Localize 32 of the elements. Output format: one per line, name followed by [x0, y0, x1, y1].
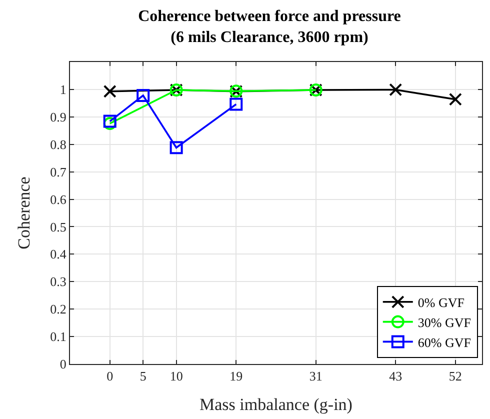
y-tick-label: 0.3: [50, 274, 66, 290]
y-tick-label: 0.7: [50, 164, 67, 180]
x-tick-label: 43: [389, 368, 402, 384]
x-tick-label: 31: [309, 368, 322, 384]
x-tick-label: 10: [170, 368, 183, 384]
y-tick-label: 0.8: [50, 136, 66, 152]
point: [389, 83, 402, 96]
y-tick-label: 0.6: [50, 192, 67, 207]
point: [103, 114, 116, 128]
y-tick-label: 0.9: [50, 109, 66, 124]
point: [103, 117, 116, 130]
point: [136, 88, 150, 102]
point: [230, 98, 243, 111]
x-axis-title: Mass imbalance (g-in): [200, 395, 352, 414]
y-tick-label: 0.1: [50, 329, 66, 344]
point: [103, 84, 116, 98]
y-tick-label: 0.4: [50, 246, 67, 262]
x-tick-label: 5: [140, 368, 146, 384]
x-tick-label: 19: [230, 368, 243, 384]
x-tick-label: 52: [448, 368, 462, 384]
x-tick-label: 0: [106, 368, 114, 384]
y-tick-label: 1: [60, 82, 66, 97]
point: [170, 141, 183, 154]
legend-label: 0% GVF: [418, 294, 464, 310]
legend-label: 30% GVF: [418, 314, 471, 330]
point: [448, 92, 462, 106]
y-tick-label: 0: [60, 356, 66, 372]
y-tick-label: 0.2: [50, 302, 66, 317]
chart-title: Coherence between force and pressure (6 mils Clearance, 3600 rpm): [138, 8, 401, 46]
legend-label: 60% GVF: [418, 334, 471, 350]
y-axis-title: Coherence: [14, 176, 34, 250]
y-tick-label: 0.5: [50, 219, 66, 234]
